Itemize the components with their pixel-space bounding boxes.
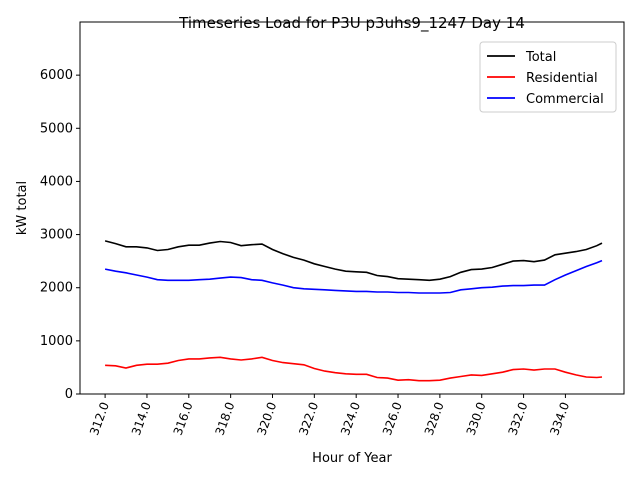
legend: Total Residential Commercial: [479, 41, 617, 113]
x-tick-label: 328.0: [422, 400, 447, 437]
x-tick-label: 316.0: [171, 400, 196, 437]
y-tick-label: 2000: [40, 281, 73, 296]
x-tick-label: 332.0: [505, 400, 530, 437]
y-tick-label: 4000: [40, 174, 73, 189]
x-tick-label: 312.0: [87, 400, 112, 437]
x-tick-label: 314.0: [129, 400, 154, 437]
x-tick-label: 322.0: [296, 400, 321, 437]
x-tick-label: 318.0: [213, 400, 238, 437]
y-tick-label: 3000: [40, 228, 73, 243]
legend-label-total: Total: [525, 50, 556, 65]
y-tick-label: 5000: [40, 121, 73, 136]
chart-title: Timeseries Load for P3U p3uhs9_1247 Day …: [178, 14, 525, 33]
y-axis-label: kW total: [15, 181, 30, 235]
x-tick-label: 326.0: [380, 400, 405, 437]
x-tick-label: 334.0: [547, 400, 572, 437]
x-tick-label: 324.0: [338, 400, 363, 437]
y-tick-label: 1000: [40, 334, 73, 349]
y-tick-label: 0: [65, 387, 73, 402]
legend-label-commercial: Commercial: [526, 92, 604, 107]
x-tick-label: 330.0: [464, 400, 489, 437]
series-line-total: [104, 240, 603, 282]
series-line-residential: [105, 356, 603, 382]
plot-frame: [79, 21, 625, 395]
y-tick-label: 6000: [40, 68, 73, 83]
x-axis-label: Hour of Year: [312, 451, 392, 466]
legend-label-residential: Residential: [526, 71, 598, 86]
x-tick-label: 320.0: [254, 400, 279, 437]
series-line-commercial: [104, 259, 603, 294]
legend-box: [479, 41, 617, 113]
